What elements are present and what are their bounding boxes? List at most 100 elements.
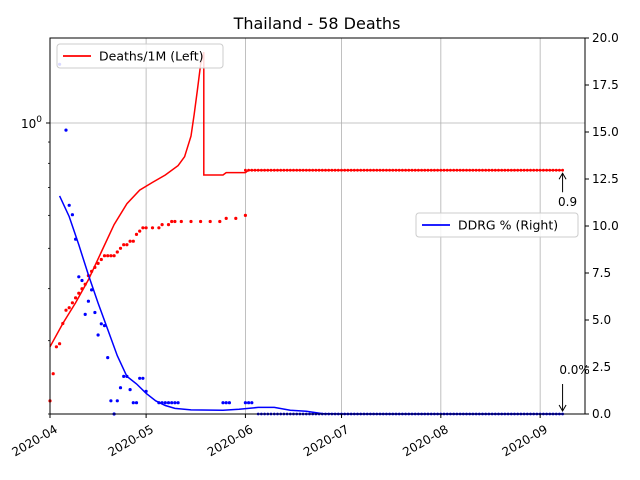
deaths-point — [522, 168, 526, 172]
ddrg-point — [80, 278, 84, 283]
legend: Deaths/1M (Left) — [56, 43, 224, 69]
deaths-point — [471, 168, 475, 172]
deaths-point — [112, 254, 116, 258]
deaths-point — [285, 168, 289, 172]
deaths-point — [243, 213, 247, 217]
deaths-point — [58, 342, 62, 346]
ddrg-point — [224, 401, 228, 405]
deaths-point — [369, 168, 372, 172]
deaths-point — [465, 168, 468, 172]
deaths-point — [218, 219, 222, 224]
y-right-tick-label: 0.0 — [592, 407, 611, 421]
deaths-point — [141, 226, 145, 230]
deaths-point — [359, 168, 363, 172]
y-left-axis: 100 — [21, 115, 50, 415]
ddrg-point — [157, 401, 161, 405]
deaths-point — [131, 239, 135, 243]
deaths-point — [276, 168, 279, 172]
deaths-point — [554, 168, 558, 172]
y-right-tick-label: 5.0 — [592, 313, 611, 327]
deaths-point — [269, 168, 273, 172]
legend: DDRG % (Right) — [415, 212, 579, 238]
ddrg-point — [144, 389, 148, 393]
deaths-point — [260, 168, 263, 172]
deaths-point — [436, 168, 439, 172]
deaths-point — [407, 168, 411, 172]
deaths-point — [352, 168, 356, 172]
deaths-point — [51, 372, 55, 376]
deaths-point — [170, 219, 174, 224]
deaths-point — [166, 223, 171, 227]
deaths-point — [282, 168, 286, 172]
deaths-point — [349, 168, 353, 172]
ddrg-point — [122, 374, 126, 378]
deaths-point — [385, 168, 388, 172]
deaths-point — [433, 168, 436, 172]
ddrg-point — [64, 128, 68, 132]
deaths-point — [420, 168, 423, 172]
deaths-point — [525, 168, 529, 172]
deaths-point — [99, 257, 103, 262]
deaths-point — [346, 168, 350, 172]
annotations: 0.9 0.0% — [558, 172, 590, 412]
deaths-point — [189, 219, 193, 224]
deaths-point — [356, 168, 359, 172]
ddrg-point — [176, 401, 180, 405]
deaths-point — [490, 168, 494, 172]
deaths-point — [301, 168, 305, 172]
y-right-tick-label: 2.5 — [592, 360, 611, 374]
deaths-series — [48, 51, 564, 403]
deaths-point — [96, 261, 100, 265]
ddrg-point — [134, 401, 139, 405]
deaths-point — [125, 243, 129, 247]
deaths-point — [173, 219, 177, 224]
deaths-point — [109, 254, 113, 258]
deaths-point — [487, 168, 491, 172]
deaths-point — [397, 168, 401, 172]
deaths-point — [250, 168, 254, 172]
deaths-point — [529, 168, 532, 172]
deaths-point — [538, 168, 542, 172]
deaths-point — [561, 168, 564, 172]
deaths-point — [372, 168, 375, 172]
deaths-point — [394, 168, 398, 172]
deaths-point — [493, 168, 497, 172]
deaths-point — [477, 168, 481, 172]
deaths-line — [49, 51, 563, 348]
chart-title: Thailand - 58 Deaths — [233, 14, 401, 33]
deaths-point — [199, 219, 203, 224]
deaths-point — [513, 168, 516, 172]
ddrg-point — [166, 401, 171, 405]
deaths-point — [484, 168, 488, 172]
deaths-point — [445, 168, 449, 172]
deaths-point — [461, 168, 465, 172]
deaths-point — [497, 168, 500, 172]
deaths-point — [449, 168, 452, 172]
deaths-point — [266, 168, 270, 172]
deaths-point — [208, 219, 212, 224]
deaths-point — [330, 168, 334, 172]
deaths-point — [481, 168, 484, 172]
deaths-point — [106, 254, 110, 258]
deaths-point — [314, 168, 318, 172]
deaths-point — [362, 168, 366, 172]
deaths-point — [256, 168, 260, 172]
deaths-point — [439, 168, 443, 172]
ddrg-point — [67, 203, 71, 207]
ddrg-point — [109, 399, 113, 403]
deaths-point — [157, 226, 161, 230]
y-right-tick-label: 20.0 — [592, 31, 619, 45]
deaths-point — [324, 168, 327, 172]
ddrg-point — [250, 401, 254, 405]
ddrg-point — [102, 324, 107, 328]
deaths-point — [327, 168, 331, 172]
ddrg-point — [125, 374, 129, 378]
deaths-point — [426, 168, 430, 172]
y-right-axis: 0.0 2.5 5.0 7.5 10.0 12.5 15.0 17.5 20.0 — [585, 31, 619, 421]
deaths-point — [340, 168, 343, 172]
deaths-point — [118, 246, 123, 250]
deaths-point — [224, 216, 228, 220]
ddrg-point — [141, 376, 145, 380]
deaths-point — [336, 168, 340, 172]
